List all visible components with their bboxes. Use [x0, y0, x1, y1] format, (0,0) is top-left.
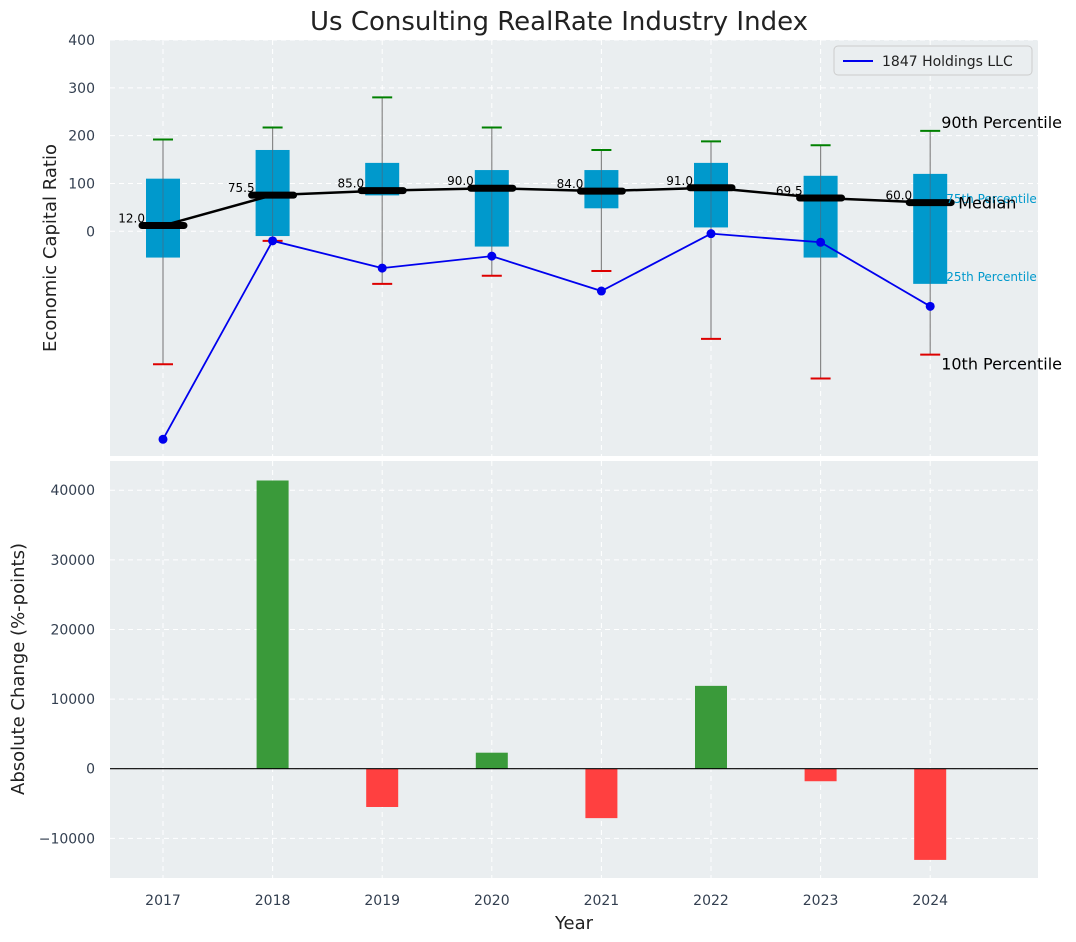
- bottom-y-tick-label: 20000: [50, 622, 95, 638]
- annotation-p90: 90th Percentile: [941, 113, 1062, 132]
- annotation-p10: 10th Percentile: [941, 355, 1062, 374]
- median-value-label: 85.0: [337, 177, 364, 191]
- annotation-p25: 25th Percentile: [946, 270, 1037, 284]
- change-bar: [585, 768, 618, 819]
- company-series: [158, 229, 935, 444]
- legend-frame: [833, 45, 1033, 76]
- change-bars: [256, 480, 947, 860]
- iqr-boxes: [146, 149, 948, 284]
- company-point: [816, 237, 826, 247]
- company-point: [596, 286, 606, 296]
- top-y-axis-label: Economic Capital Ratio: [40, 144, 61, 352]
- median-value-label: 60.0: [885, 189, 912, 203]
- bottom-y-tick-label: 10000: [50, 692, 95, 708]
- company-line: [162, 232, 931, 440]
- median-value-label: 90.0: [447, 174, 474, 188]
- bottom-y-ticks: −10000 0 10000 20000 30000 40000: [39, 483, 95, 847]
- median-labels: 12.0 75.5 85.0 90.0 84.0 91.0 69.5 60.0: [118, 174, 912, 226]
- median-value-label: 12.0: [118, 212, 145, 226]
- chart-title: Us Consulting RealRate Industry Index: [310, 7, 808, 37]
- top-panel: 0 100 200 300 400 12.0 75.5 85.0 90.0 84.0 91.0 69…: [40, 33, 1062, 456]
- company-point: [487, 251, 497, 261]
- bottom-y-axis-label: Absolute Change (%-points): [8, 543, 29, 795]
- company-point: [706, 229, 716, 239]
- change-bar: [256, 480, 289, 769]
- company-point: [158, 434, 168, 444]
- legend-label-company: 1847 Holdings LLC: [882, 54, 1013, 70]
- x-tick-label: 2017: [145, 893, 181, 909]
- x-axis-label: Year: [554, 913, 594, 934]
- company-point: [268, 236, 278, 246]
- top-y-tick-label: 100: [68, 176, 95, 192]
- bottom-plot-background: [110, 461, 1038, 878]
- top-y-tick-label: 400: [68, 33, 95, 49]
- bottom-y-tick-label: 0: [86, 762, 95, 778]
- x-tick-label: 2020: [474, 893, 510, 909]
- median-value-label: 84.0: [557, 177, 584, 191]
- bottom-panel: −10000 0 10000 20000 30000 40000 2017 2018 2019…: [8, 461, 1038, 934]
- x-tick-label: 2023: [803, 893, 839, 909]
- change-bar: [366, 768, 399, 807]
- change-bar: [695, 685, 727, 769]
- bottom-y-tick-label: 40000: [50, 483, 95, 499]
- x-tick-label: 2022: [693, 893, 729, 909]
- bottom-y-tick-label: −10000: [39, 831, 95, 847]
- median-value-label: 75.5: [228, 181, 255, 195]
- company-point: [925, 301, 935, 311]
- change-bar: [804, 768, 837, 782]
- company-point: [377, 263, 387, 273]
- change-bar: [914, 768, 947, 860]
- legend: 1847 Holdings LLC: [833, 45, 1033, 76]
- top-y-tick-label: 0: [86, 224, 95, 240]
- bottom-y-tick-label: 30000: [50, 553, 95, 569]
- median-series: [138, 184, 955, 230]
- annotation-median: Median: [958, 194, 1016, 213]
- x-tick-label: 2021: [584, 893, 620, 909]
- x-tick-label: 2018: [255, 893, 291, 909]
- x-ticks: 2017 2018 2019 2020 2021 2022 2023 2024: [145, 893, 948, 909]
- top-y-tick-label: 200: [68, 129, 95, 145]
- top-y-ticks: 0 100 200 300 400: [68, 33, 95, 240]
- annotation-p75: 75th Percentile: [946, 192, 1037, 206]
- top-y-tick-label: 300: [68, 81, 95, 97]
- median-value-label: 91.0: [666, 174, 693, 188]
- x-tick-label: 2024: [912, 893, 948, 909]
- median-value-label: 69.5: [776, 184, 803, 198]
- x-tick-label: 2019: [364, 893, 400, 909]
- top-plot-background: [110, 40, 1038, 456]
- change-bar: [475, 752, 508, 769]
